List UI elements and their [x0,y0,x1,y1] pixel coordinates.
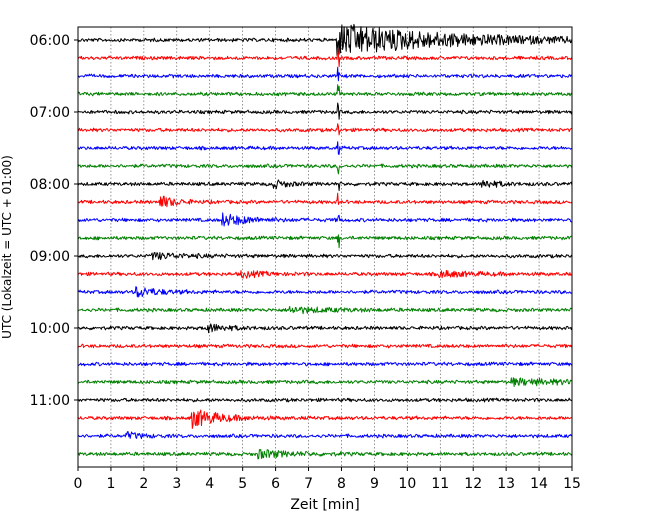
seismic-trace-1145 [77,449,573,460]
y-tick-label: 10:00 [30,321,70,337]
seismic-trace-0715 [77,123,573,136]
y-tick-label: 09:00 [30,249,70,265]
x-tick-label: 5 [238,476,247,492]
y-tick-label: 11:00 [30,393,70,409]
seismic-trace-0945 [77,306,573,315]
x-tick-label: 14 [530,476,548,492]
x-tick-label: 4 [205,476,214,492]
seismic-trace-0915 [77,269,573,279]
seismic-trace-0745 [77,163,573,175]
seismic-trace-1100 [77,397,573,403]
seismic-trace-1015 [77,343,573,349]
x-tick-label: 11 [431,476,449,492]
x-tick-label: 2 [139,476,148,492]
seismic-trace-0615 [77,48,573,68]
x-tick-label: 0 [74,476,83,492]
y-ticks: 06:00 07:00 08:00 09:00 10:00 11:00 [30,33,78,409]
seismic-trace-0900 [77,252,573,261]
x-tick-label: 13 [497,476,515,492]
seismic-trace-0800 [77,179,573,192]
y-axis-title: UTC (Lokalzeit = UTC + 01:00) [0,155,14,339]
seismic-trace-1030 [77,361,573,367]
x-tick-label: 3 [172,476,181,492]
x-tick-label: 7 [304,476,313,492]
seismic-trace-1115 [77,409,573,429]
seismic-trace-0815 [77,192,573,208]
x-tick-label: 8 [337,476,346,492]
seismic-trace-0700 [77,102,573,120]
x-tick-label: 9 [370,476,379,492]
traces [77,23,573,460]
y-tick-label: 06:00 [30,33,70,49]
x-tick-label: 1 [106,476,115,492]
seismic-trace-0730 [77,141,573,155]
y-tick-label: 08:00 [30,177,70,193]
seismic-trace-0845 [77,234,573,249]
x-tick-label: 6 [271,476,280,492]
seismic-trace-1045 [77,377,573,387]
y-tick-label: 07:00 [30,105,70,121]
seismic-trace-0630 [77,66,573,82]
seismic-trace-0600 [77,23,573,56]
seismic-trace-0930 [77,286,573,298]
x-tick-label: 10 [398,476,416,492]
x-tick-label: 12 [464,476,482,492]
seismic-trace-0645 [77,84,573,97]
seismic-trace-1000 [77,323,573,334]
x-axis-title: Zeit [min] [290,497,359,513]
seismic-trace-0830 [77,212,573,227]
x-ticks: 0 1 2 3 4 5 6 7 8 9 10 11 12 13 14 15 [74,467,581,492]
x-tick-label: 15 [563,476,581,492]
plot-frame [77,26,573,468]
seismic-trace-1130 [77,431,573,440]
